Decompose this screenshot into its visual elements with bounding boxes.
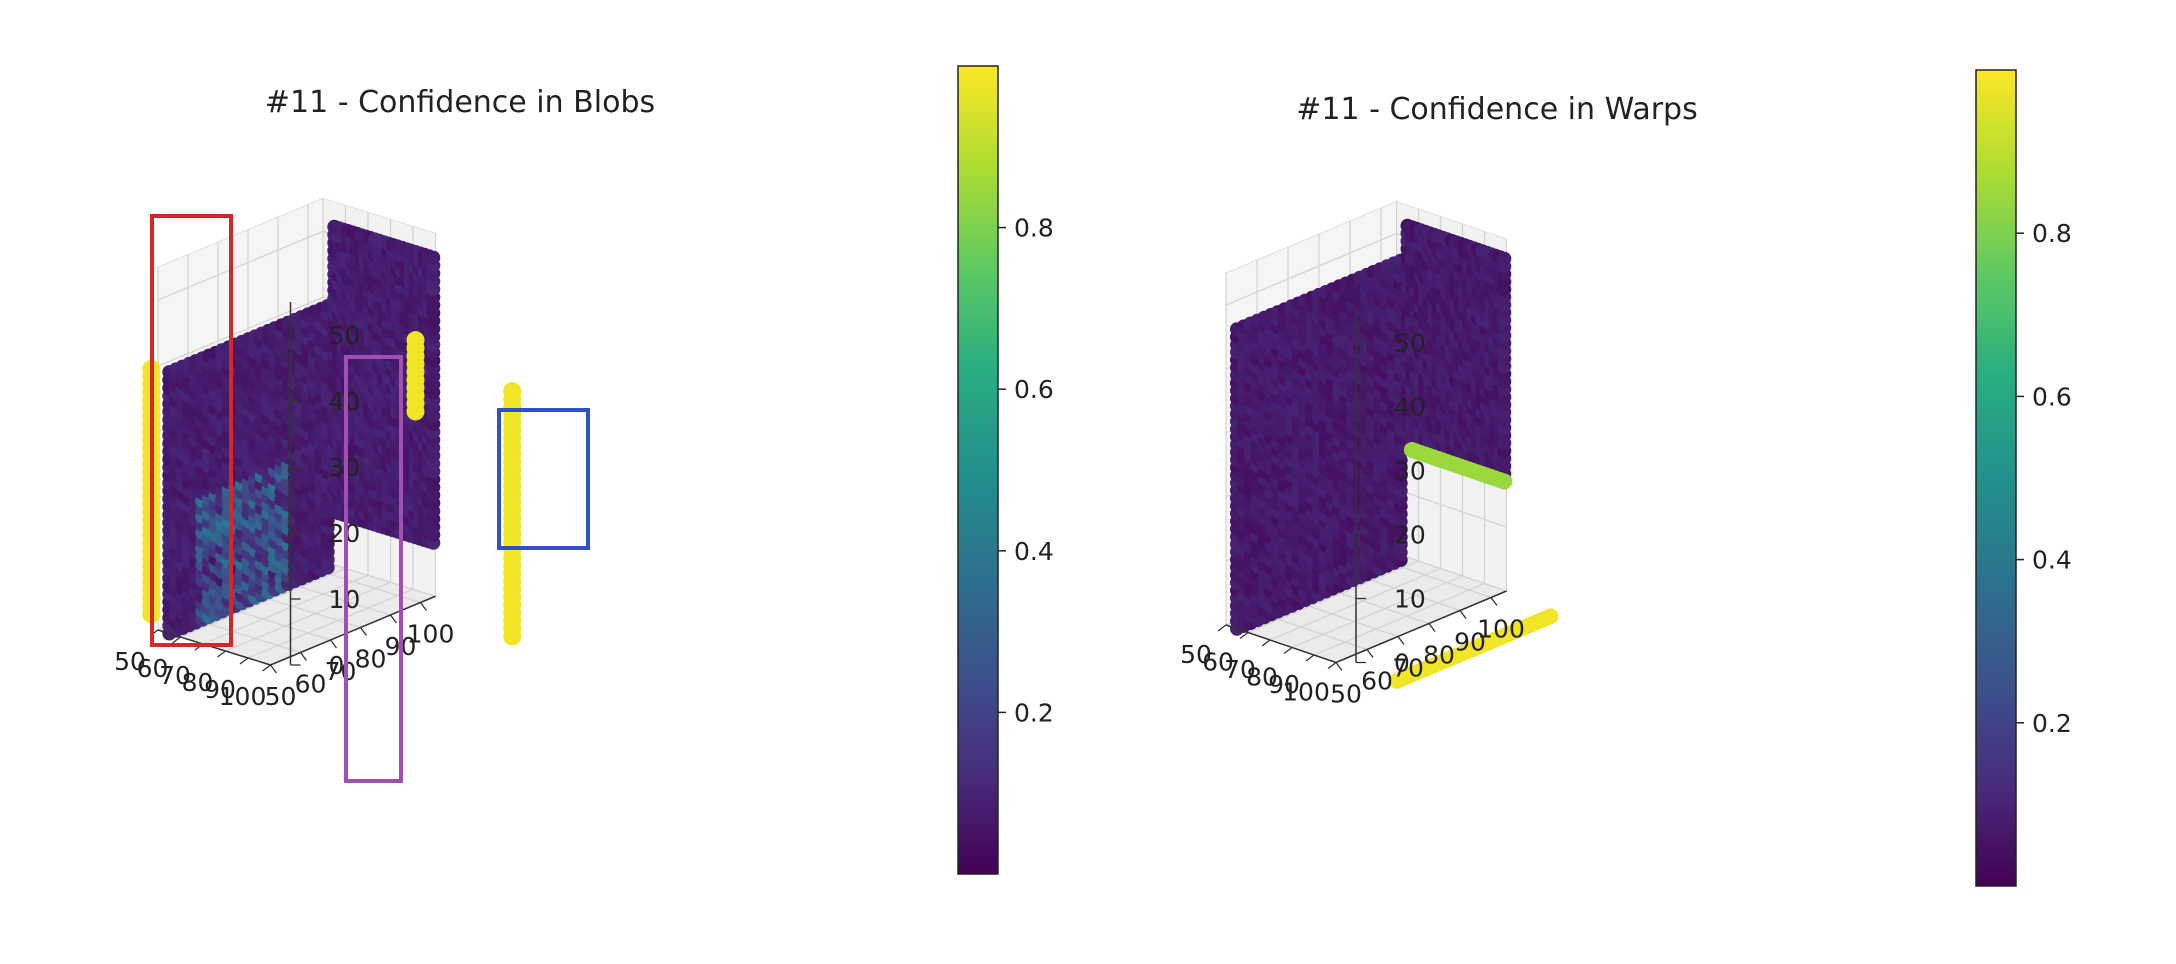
colorbar-tick-label: 0.4 [2032, 546, 2072, 575]
x-tick-label: 80 [1246, 663, 1278, 692]
highlight-boxes [150, 214, 590, 783]
x-tick-label: 100 [219, 682, 267, 711]
colorbar-tick-label: 0.2 [2032, 709, 2072, 738]
x-tick-label: 70 [159, 661, 191, 690]
z-tick-label: 0 [329, 651, 345, 680]
x-tick-label: 60 [1202, 648, 1234, 677]
y-tick-label: 60 [295, 670, 327, 699]
x-tick-label: 80 [182, 668, 214, 697]
colorbar-tick-label: 0.2 [1014, 698, 1054, 727]
data-point [1497, 251, 1512, 266]
y-tick [269, 664, 278, 674]
colorbar-tick-label: 0.8 [1014, 214, 1054, 243]
data-point [1496, 473, 1513, 490]
y-axis-line [270, 595, 436, 666]
colorbar-tick-label: 0.8 [2032, 219, 2072, 248]
y-tick-label: 70 [325, 657, 357, 686]
data-point [503, 382, 522, 401]
y-tick [329, 639, 338, 649]
x-tick [1305, 654, 1315, 662]
z-tick-label: 50 [1394, 329, 1426, 358]
y-tick-label: 70 [1392, 654, 1424, 683]
x-tick-label: 90 [204, 675, 236, 704]
x-tick [1217, 624, 1227, 632]
data-point [426, 250, 441, 265]
colorbar-tick-label: 0.4 [1014, 537, 1054, 566]
colorbar: 0.2 0.4 0.6 0.8 [1975, 69, 2072, 887]
z-tick-label: 10 [1394, 585, 1426, 614]
y-tick-label: 50 [265, 682, 297, 711]
y-tick-label: 100 [407, 620, 455, 649]
y-tick [419, 602, 428, 611]
y-tick [299, 652, 308, 661]
data-point [406, 331, 425, 350]
x-tick [1283, 646, 1293, 655]
x-tick [1239, 631, 1249, 640]
colorbar: 0.2 0.4 0.6 0.8 [957, 65, 1054, 875]
x-tick-label: 90 [1268, 670, 1300, 699]
colorbar-gradient [1975, 69, 2017, 887]
z-tick-label: 20 [1394, 521, 1426, 550]
x-tick-label: 50 [1180, 640, 1212, 669]
y-axis-line [1335, 590, 1507, 664]
z-tick-label: 50 [329, 321, 361, 350]
y-tick-label: 80 [1423, 641, 1455, 670]
y-tick-label: 60 [1361, 667, 1393, 696]
highlight-box-blue [497, 408, 590, 550]
colorbar-tick-label: 0.6 [2032, 382, 2072, 411]
y-tick-label: 90 [1454, 628, 1486, 657]
x-tick [1327, 661, 1337, 670]
y-tick [1428, 623, 1436, 632]
x-axis-line [1225, 624, 1337, 664]
x-tick-label: 50 [114, 647, 146, 676]
x-tick-label: 70 [1224, 655, 1256, 684]
x-tick [1261, 639, 1271, 647]
colorbar-tick-label: 0.6 [1014, 375, 1054, 404]
y-tick [359, 627, 368, 636]
highlight-box-red [150, 214, 233, 647]
blobs-panel: #11 - Confidence in Blobs 50607080901005… [114, 65, 1054, 875]
x-tick [172, 636, 181, 644]
colorbar-gradient [957, 65, 999, 875]
x-tick [262, 664, 271, 672]
y-tick [1397, 636, 1405, 645]
y-tick [389, 614, 398, 624]
y-tick [1459, 610, 1467, 619]
y-tick-label: 50 [1330, 680, 1362, 709]
chart-title: #11 - Confidence in Blobs [265, 85, 655, 120]
x-tick [239, 657, 249, 665]
y-tick [1490, 597, 1498, 606]
highlight-box-purple [344, 355, 403, 783]
x-tick-label: 60 [137, 654, 169, 683]
z-tick-label: 40 [1394, 393, 1426, 422]
y-tick-label: 100 [1477, 615, 1525, 644]
z-tick-label: 0 [1394, 649, 1410, 678]
x-axis-line [157, 629, 271, 666]
y-tick-label: 80 [355, 645, 387, 674]
chart-title: #11 - Confidence in Warps [1296, 92, 1697, 127]
data-point [1542, 608, 1559, 625]
y-tick [1335, 662, 1343, 671]
z-tick-label: 30 [1394, 457, 1426, 486]
scatter-points [142, 219, 522, 646]
y-tick [1366, 649, 1374, 658]
x-tick [217, 650, 226, 658]
x-tick-label: 100 [1282, 678, 1330, 707]
